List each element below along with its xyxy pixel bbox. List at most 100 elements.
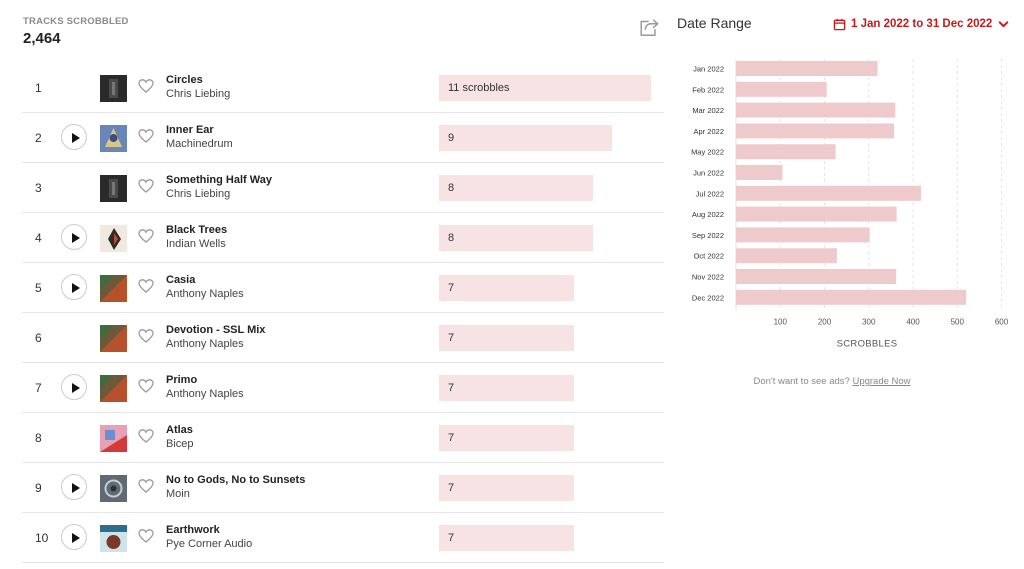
chart-bar[interactable] [736, 227, 870, 243]
chart-bar[interactable] [736, 289, 967, 305]
track-name-link[interactable]: Casia [166, 274, 196, 286]
track-name-link[interactable]: Inner Ear [166, 124, 214, 136]
date-range-label: Date Range [677, 15, 752, 31]
share-button[interactable] [638, 16, 660, 38]
album-art[interactable] [100, 525, 127, 552]
category-label: Oct 2022 [694, 252, 724, 261]
chart-bar[interactable] [736, 206, 897, 222]
scrobble-count-bar[interactable]: 7 [439, 525, 574, 551]
love-heart-icon[interactable] [138, 528, 154, 544]
love-heart-icon[interactable] [138, 478, 154, 494]
track-row[interactable]: 7 Primo Anthony Naples 7 [22, 363, 664, 413]
artist-name-link[interactable]: Chris Liebing [166, 188, 231, 200]
category-label: Apr 2022 [694, 127, 724, 136]
scrobble-count-bar[interactable]: 11 scrobbles [439, 75, 651, 101]
play-button[interactable] [61, 374, 87, 400]
track-name-link[interactable]: Primo [166, 374, 198, 386]
track-row[interactable]: 9 No to Gods, No to Sunsets Moin 7 [22, 463, 664, 513]
track-row[interactable]: 3 Something Half Way Chris Liebing 8 [22, 163, 664, 213]
track-row[interactable]: 8 Atlas Bicep 7 [22, 413, 664, 463]
track-name-link[interactable]: Black Trees [166, 224, 228, 236]
chart-bar[interactable] [736, 248, 837, 264]
love-heart-icon[interactable] [138, 178, 154, 194]
chart-bar[interactable] [736, 81, 827, 97]
artist-name-link[interactable]: Pye Corner Audio [166, 538, 253, 550]
scrobble-count-bar[interactable]: 7 [439, 475, 574, 501]
artist-name-link[interactable]: Anthony Naples [166, 338, 244, 350]
category-label: May 2022 [691, 148, 724, 157]
chart-bar[interactable] [736, 269, 897, 284]
album-art[interactable] [100, 325, 127, 352]
scrobble-count-bar[interactable]: 7 [439, 425, 574, 451]
ads-notice: Don't want to see ads? Upgrade Now [677, 376, 987, 387]
artist-name-link[interactable]: Bicep [166, 438, 194, 450]
love-heart-icon[interactable] [138, 228, 154, 244]
track-name-link[interactable]: No to Gods, No to Sunsets [166, 474, 306, 486]
chart-bar[interactable] [736, 165, 783, 180]
track-row[interactable]: 6 Devotion - SSL Mix Anthony Naples 7 [22, 313, 664, 363]
track-name-link[interactable]: Circles [166, 74, 203, 86]
album-art[interactable] [100, 75, 127, 102]
track-name-link[interactable]: Earthwork [166, 524, 220, 536]
upgrade-now-link[interactable]: Upgrade Now [852, 376, 911, 387]
artist-name-link[interactable]: Indian Wells [166, 238, 226, 250]
artist-name-link[interactable]: Moin [166, 488, 190, 500]
artist-name-link[interactable]: Chris Liebing [166, 88, 231, 100]
play-button[interactable] [61, 124, 87, 150]
scrobble-count-bar[interactable]: 9 [439, 125, 612, 151]
share-icon [640, 19, 659, 36]
chart-bar[interactable] [736, 144, 836, 160]
track-rank: 4 [35, 231, 42, 245]
scrobble-count-bar[interactable]: 7 [439, 375, 574, 401]
category-label: Jan 2022 [693, 65, 724, 74]
scrobble-count-bar[interactable]: 8 [439, 225, 593, 251]
category-label: Jun 2022 [693, 169, 724, 178]
play-button[interactable] [61, 474, 87, 500]
album-art[interactable] [100, 175, 127, 202]
album-art[interactable] [100, 425, 127, 452]
love-heart-icon[interactable] [138, 428, 154, 444]
scrobble-count-bar[interactable]: 7 [439, 325, 574, 351]
track-rank: 3 [35, 181, 42, 195]
track-rank: 8 [35, 431, 42, 445]
track-row[interactable]: 10 Earthwork Pye Corner Audio 7 [22, 513, 664, 563]
track-row[interactable]: 2 Inner Ear Machinedrum 9 [22, 113, 664, 163]
ads-text: Don't want to see ads? [753, 376, 850, 387]
date-range-select[interactable]: 1 Jan 2022 to 31 Dec 2022 [833, 16, 1010, 32]
love-heart-icon[interactable] [138, 128, 154, 144]
category-label: Dec 2022 [692, 293, 724, 302]
play-button[interactable] [61, 274, 87, 300]
track-row[interactable]: 1 Circles Chris Liebing 11 scrobbles [22, 63, 664, 113]
scrobble-count-bar[interactable]: 7 [439, 275, 574, 301]
track-name-link[interactable]: Devotion - SSL Mix [166, 324, 266, 336]
artist-name-link[interactable]: Anthony Naples [166, 388, 244, 400]
play-button[interactable] [61, 224, 87, 250]
chart-bar[interactable] [736, 123, 894, 139]
love-heart-icon[interactable] [138, 378, 154, 394]
album-art[interactable] [100, 275, 127, 302]
love-heart-icon[interactable] [138, 328, 154, 344]
play-button[interactable] [61, 524, 87, 550]
track-row[interactable]: 5 Casia Anthony Naples 7 [22, 263, 664, 313]
chart-bar[interactable] [736, 185, 921, 201]
album-art[interactable] [100, 125, 127, 152]
scrobbles-chart: Jan 2022 Feb 2022 Mar 2022 Apr 2022 May 2022… [680, 55, 1009, 355]
love-heart-icon[interactable] [138, 278, 154, 294]
artist-name-link[interactable]: Machinedrum [166, 138, 233, 150]
album-art[interactable] [100, 475, 127, 502]
track-row[interactable]: 4 Black Trees Indian Wells 8 [22, 213, 664, 263]
chevron-down-icon [999, 20, 1009, 27]
chart-bar[interactable] [736, 61, 878, 76]
album-art[interactable] [100, 225, 127, 252]
track-list: 1 Circles Chris Liebing 11 scrobbles 2 Inner … [22, 63, 664, 563]
tracks-scrobbled-label: TRACKS SCROBBLED [23, 16, 129, 27]
track-rank: 1 [35, 81, 42, 95]
track-name-link[interactable]: Atlas [166, 424, 193, 436]
chart-bar[interactable] [736, 102, 896, 118]
track-name-link[interactable]: Something Half Way [166, 174, 272, 186]
artist-name-link[interactable]: Anthony Naples [166, 288, 244, 300]
scrobble-count-bar[interactable]: 8 [439, 175, 593, 201]
love-heart-icon[interactable] [138, 78, 154, 94]
scrobble-count: 11 scrobbles [448, 82, 510, 94]
album-art[interactable] [100, 375, 127, 402]
